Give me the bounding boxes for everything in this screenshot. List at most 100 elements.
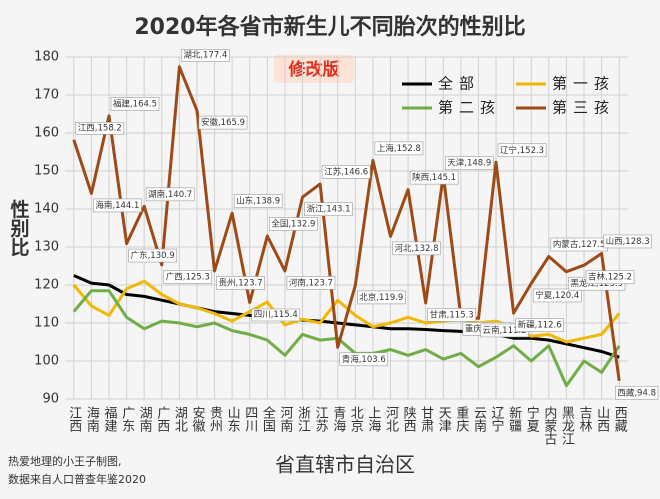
- y-tick-label: 100: [34, 354, 59, 369]
- data-label-box: [269, 217, 318, 231]
- data-label-box: [444, 156, 494, 170]
- data-label-text: 山西,128.3: [606, 236, 650, 247]
- x-tick-label: 云南: [471, 406, 487, 432]
- data-label: 宁夏,120.4: [532, 288, 582, 303]
- x-tick-label: 新疆: [506, 405, 522, 432]
- data-label: 山东,138.9: [233, 194, 283, 208]
- x-tick-label: 宁夏: [524, 405, 540, 432]
- legend-label: 第三孩: [552, 99, 615, 117]
- data-label-box: [93, 198, 142, 213]
- data-label-text: 上海,152.8: [377, 143, 421, 154]
- data-label-box: [128, 248, 177, 263]
- x-axis-label: 省直辖市自治区: [275, 453, 415, 477]
- x-tick-label: 湖南: [137, 406, 153, 432]
- x-tick-label: 天津: [436, 406, 452, 432]
- legend-label: 第二孩: [438, 99, 501, 117]
- data-label-text: 海南,144.1: [95, 200, 139, 211]
- data-label-box: [145, 187, 195, 202]
- stamp-box: [274, 55, 354, 83]
- data-label: 新疆,112.6: [515, 318, 564, 332]
- data-label-box: [286, 276, 336, 290]
- data-label: 青海,103.6: [339, 352, 389, 367]
- x-tick-label: 上海: [365, 406, 381, 432]
- x-tick-label: 河北: [383, 406, 399, 433]
- y-tick-label: 140: [34, 202, 59, 217]
- x-tick-label: 甘肃: [418, 406, 434, 432]
- data-label-box: [615, 385, 659, 400]
- footer: 热爱地理的小王子制图,: [8, 454, 122, 468]
- y-tick-label: 180: [34, 50, 59, 65]
- data-label-text: 福建,164.5: [113, 98, 157, 109]
- data-label-box: [181, 49, 230, 62]
- data-label: 广西,125.3: [163, 270, 213, 284]
- data-label-text: 新疆,112.6: [518, 320, 562, 331]
- data-label-box: [216, 276, 265, 290]
- x-tick-label: 海南: [84, 406, 100, 432]
- data-label-text: 河南,123.7: [289, 277, 333, 288]
- data-label-box: [409, 170, 459, 185]
- x-tick-label: 西藏: [612, 406, 628, 432]
- series-line: [72, 65, 621, 382]
- data-label-text: 浙江,143.1: [307, 204, 351, 215]
- data-label-text: 全国,132.9: [271, 218, 315, 229]
- data-label: 上海,152.8: [374, 141, 424, 156]
- data-label: 浙江,143.1: [304, 202, 353, 217]
- data-label-text: 吉林,125.2: [588, 272, 632, 283]
- series-line: [72, 289, 621, 388]
- x-tick-label: 福建: [101, 406, 117, 433]
- data-label-text: 贵州,123.7: [219, 277, 263, 288]
- data-label: 海南,144.1: [93, 198, 142, 213]
- data-label-text: 四川,115.4: [254, 310, 298, 320]
- data-label: 江西,158.2: [75, 122, 125, 135]
- series-line: [73, 274, 620, 359]
- data-label: 贵州,123.7: [216, 276, 265, 290]
- y-tick-label: 170: [34, 88, 59, 103]
- data-label: 四川,115.4: [251, 308, 301, 322]
- data-label-text: 湖南,140.7: [148, 189, 192, 200]
- data-label-box: [304, 202, 353, 217]
- data-label-box: [603, 234, 652, 249]
- data-label-box: [339, 352, 389, 367]
- data-label: 北京,119.9: [356, 290, 406, 305]
- data-label-text: 天津,148.9: [447, 158, 491, 169]
- data-label-box: [427, 308, 477, 322]
- data-label-text: 西藏,94.8: [617, 387, 656, 398]
- data-label-box: [392, 241, 441, 256]
- data-label: 甘肃,115.3: [427, 308, 477, 322]
- x-tick-label: 江苏: [313, 406, 329, 432]
- x-tick-label: 山西: [594, 406, 610, 432]
- data-label-text: 江西,158.2: [78, 123, 122, 133]
- data-label-box: [75, 122, 125, 135]
- data-label-box: [251, 308, 301, 322]
- y-tick-label: 160: [34, 126, 59, 141]
- legend-label: 全部: [438, 75, 480, 93]
- x-tick-label: 全国: [260, 405, 276, 432]
- data-label-text: 内蒙古,127.5: [553, 239, 606, 250]
- x-tick-label: 安徽: [189, 406, 205, 432]
- legend-label: 第一孩: [552, 75, 615, 93]
- data-label-box: [585, 270, 635, 285]
- data-label-box: [497, 143, 547, 158]
- data-label: 河北,132.8: [392, 241, 441, 256]
- data-label-text: 江苏,146.6: [324, 166, 368, 177]
- y-axis-label: 性别比: [8, 198, 31, 257]
- data-label-box: [233, 194, 283, 208]
- data-label-text: 云南,111.2: [482, 325, 526, 336]
- data-label: 内蒙古,127.5: [550, 237, 608, 252]
- y-tick-label: 120: [34, 278, 59, 293]
- data-label-box: [515, 318, 564, 332]
- data-label: 山西,128.3: [603, 234, 652, 249]
- chart-title: 2020年各省市新生儿不同胎次的性别比: [134, 14, 525, 40]
- y-tick-label: 130: [34, 240, 59, 255]
- data-label-text: 湖北,177.4: [183, 50, 227, 60]
- x-tick-label: 吉林: [577, 406, 593, 432]
- data-label-text: 广东,130.9: [131, 250, 175, 261]
- y-tick-label: 150: [34, 164, 59, 179]
- x-tick-label: 湖北: [172, 406, 188, 433]
- data-label: 广东,130.9: [128, 248, 177, 263]
- data-label: 湖北,177.4: [181, 49, 230, 62]
- data-label-text: 陕西,145.1: [412, 172, 456, 183]
- x-tick-label: 辽宁: [489, 406, 505, 432]
